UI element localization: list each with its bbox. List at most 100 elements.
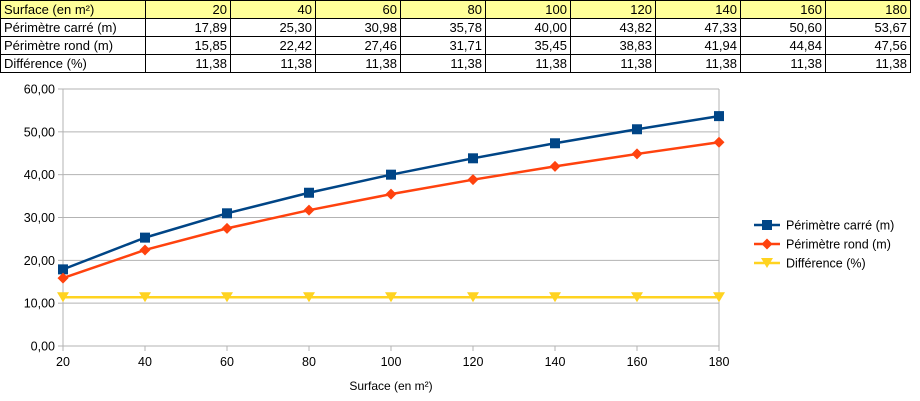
table-row: Périmètre carré (m) 17,89 25,30 30,98 35,78 4…	[0, 18, 911, 37]
table-cell: 11,38	[740, 54, 826, 73]
row-label: Périmètre carré (m)	[0, 18, 146, 37]
data-point	[631, 292, 643, 303]
y-tick-label: 40,00	[24, 168, 55, 182]
table-cell: 11,38	[825, 54, 911, 73]
data-point	[303, 292, 315, 303]
table-cell: 11,38	[570, 54, 656, 73]
y-tick-label: 10,00	[24, 297, 55, 311]
table-cell: 31,71	[400, 36, 486, 55]
table-cell: 40,00	[485, 18, 571, 37]
x-tick-label: 120	[463, 355, 484, 369]
data-point	[58, 264, 68, 275]
series-2	[57, 292, 725, 303]
table-cell: 47,56	[825, 36, 911, 55]
table-cell: 11,38	[400, 54, 486, 73]
data-point	[714, 111, 724, 122]
row-label: Surface (en m²)	[0, 0, 146, 19]
data-point	[713, 136, 725, 148]
table-cell: 180	[825, 0, 911, 19]
table-cell: 15,85	[145, 36, 231, 55]
legend-item: Périmètre rond (m)	[754, 238, 891, 252]
data-point	[386, 169, 396, 180]
x-tick-label: 60	[220, 355, 234, 369]
table-cell: 80	[400, 0, 486, 19]
y-tick-label: 60,00	[24, 83, 55, 97]
data-point	[221, 222, 233, 234]
table-cell: 35,78	[400, 18, 486, 37]
table-cell: 20	[145, 0, 231, 19]
y-tick-label: 20,00	[24, 254, 55, 268]
x-tick-label: 40	[138, 355, 152, 369]
x-axis-ticks: 20 40 60 80 100 120 140 160 180	[56, 346, 729, 369]
series-1	[57, 136, 725, 284]
row-label: Périmètre rond (m)	[0, 36, 146, 55]
y-tick-label: 30,00	[24, 211, 55, 225]
data-point	[549, 292, 561, 303]
table-cell: 140	[655, 0, 741, 19]
data-point	[713, 292, 725, 303]
table-header-row: Surface (en m²) 20 40 60 80 100 120 140 160 180	[0, 0, 911, 19]
data-point	[140, 232, 150, 243]
series-0	[58, 111, 724, 275]
table-cell: 11,38	[230, 54, 316, 73]
table-cell: 50,60	[740, 18, 826, 37]
data-point	[549, 160, 561, 172]
table-cell: 160	[740, 0, 826, 19]
data-point	[385, 188, 397, 200]
x-tick-label: 160	[627, 355, 648, 369]
table-cell: 22,42	[230, 36, 316, 55]
x-tick-label: 180	[709, 355, 730, 369]
data-point	[631, 148, 643, 160]
data-point	[304, 187, 314, 198]
data-point	[57, 292, 69, 303]
data-point	[385, 292, 397, 303]
data-point	[57, 272, 69, 284]
table-cell: 35,45	[485, 36, 571, 55]
legend-item: Différence (%)	[754, 257, 866, 271]
data-point	[303, 204, 315, 216]
legend-item: Périmètre carré (m)	[754, 219, 894, 233]
table-cell: 17,89	[145, 18, 231, 37]
data-point	[467, 174, 479, 186]
table-cell: 60	[315, 0, 401, 19]
x-tick-label: 80	[302, 355, 316, 369]
table-cell: 120	[570, 0, 656, 19]
table-cell: 25,30	[230, 18, 316, 37]
data-table: Surface (en m²) 20 40 60 80 100 120 140 160 180 Pé…	[0, 0, 911, 73]
y-tick-label: 50,00	[24, 125, 55, 139]
table-cell: 47,33	[655, 18, 741, 37]
legend-marker	[761, 238, 773, 250]
table-cell: 40	[230, 0, 316, 19]
table-cell: 11,38	[145, 54, 231, 73]
table-cell: 100	[485, 0, 571, 19]
x-axis-label: Surface (en m²)	[349, 379, 432, 393]
data-point	[139, 292, 151, 303]
grid-lines	[63, 88, 719, 347]
table-row: Différence (%) 11,38 11,38 11,38 11,38 11,38 1…	[0, 54, 911, 73]
table-cell: 11,38	[485, 54, 571, 73]
legend-marker	[762, 220, 772, 230]
x-tick-label: 140	[545, 355, 566, 369]
data-point	[468, 153, 478, 164]
table-cell: 53,67	[825, 18, 911, 37]
table-cell: 11,38	[315, 54, 401, 73]
table-cell: 38,83	[570, 36, 656, 55]
data-point	[632, 124, 642, 135]
table-cell: 27,46	[315, 36, 401, 55]
data-point	[222, 208, 232, 219]
series-group	[57, 111, 725, 303]
table-row: Périmètre rond (m) 15,85 22,42 27,46 31,71 35…	[0, 36, 911, 55]
row-label: Différence (%)	[0, 54, 146, 73]
data-point	[550, 138, 560, 149]
x-tick-label: 20	[56, 355, 70, 369]
legend-label: Différence (%)	[786, 257, 866, 271]
legend-label: Périmètre carré (m)	[786, 219, 894, 233]
table-cell: 41,94	[655, 36, 741, 55]
legend-marker	[761, 258, 773, 268]
legend: Périmètre carré (m) Périmètre rond (m) Dif…	[754, 219, 894, 271]
y-axis-ticks: 0,00 10,00 20,00 30,00 40,00 50,00 60,00	[24, 83, 63, 354]
series-line	[62, 141, 720, 280]
table-cell: 30,98	[315, 18, 401, 37]
legend-label: Périmètre rond (m)	[786, 238, 891, 252]
data-point	[221, 292, 233, 303]
